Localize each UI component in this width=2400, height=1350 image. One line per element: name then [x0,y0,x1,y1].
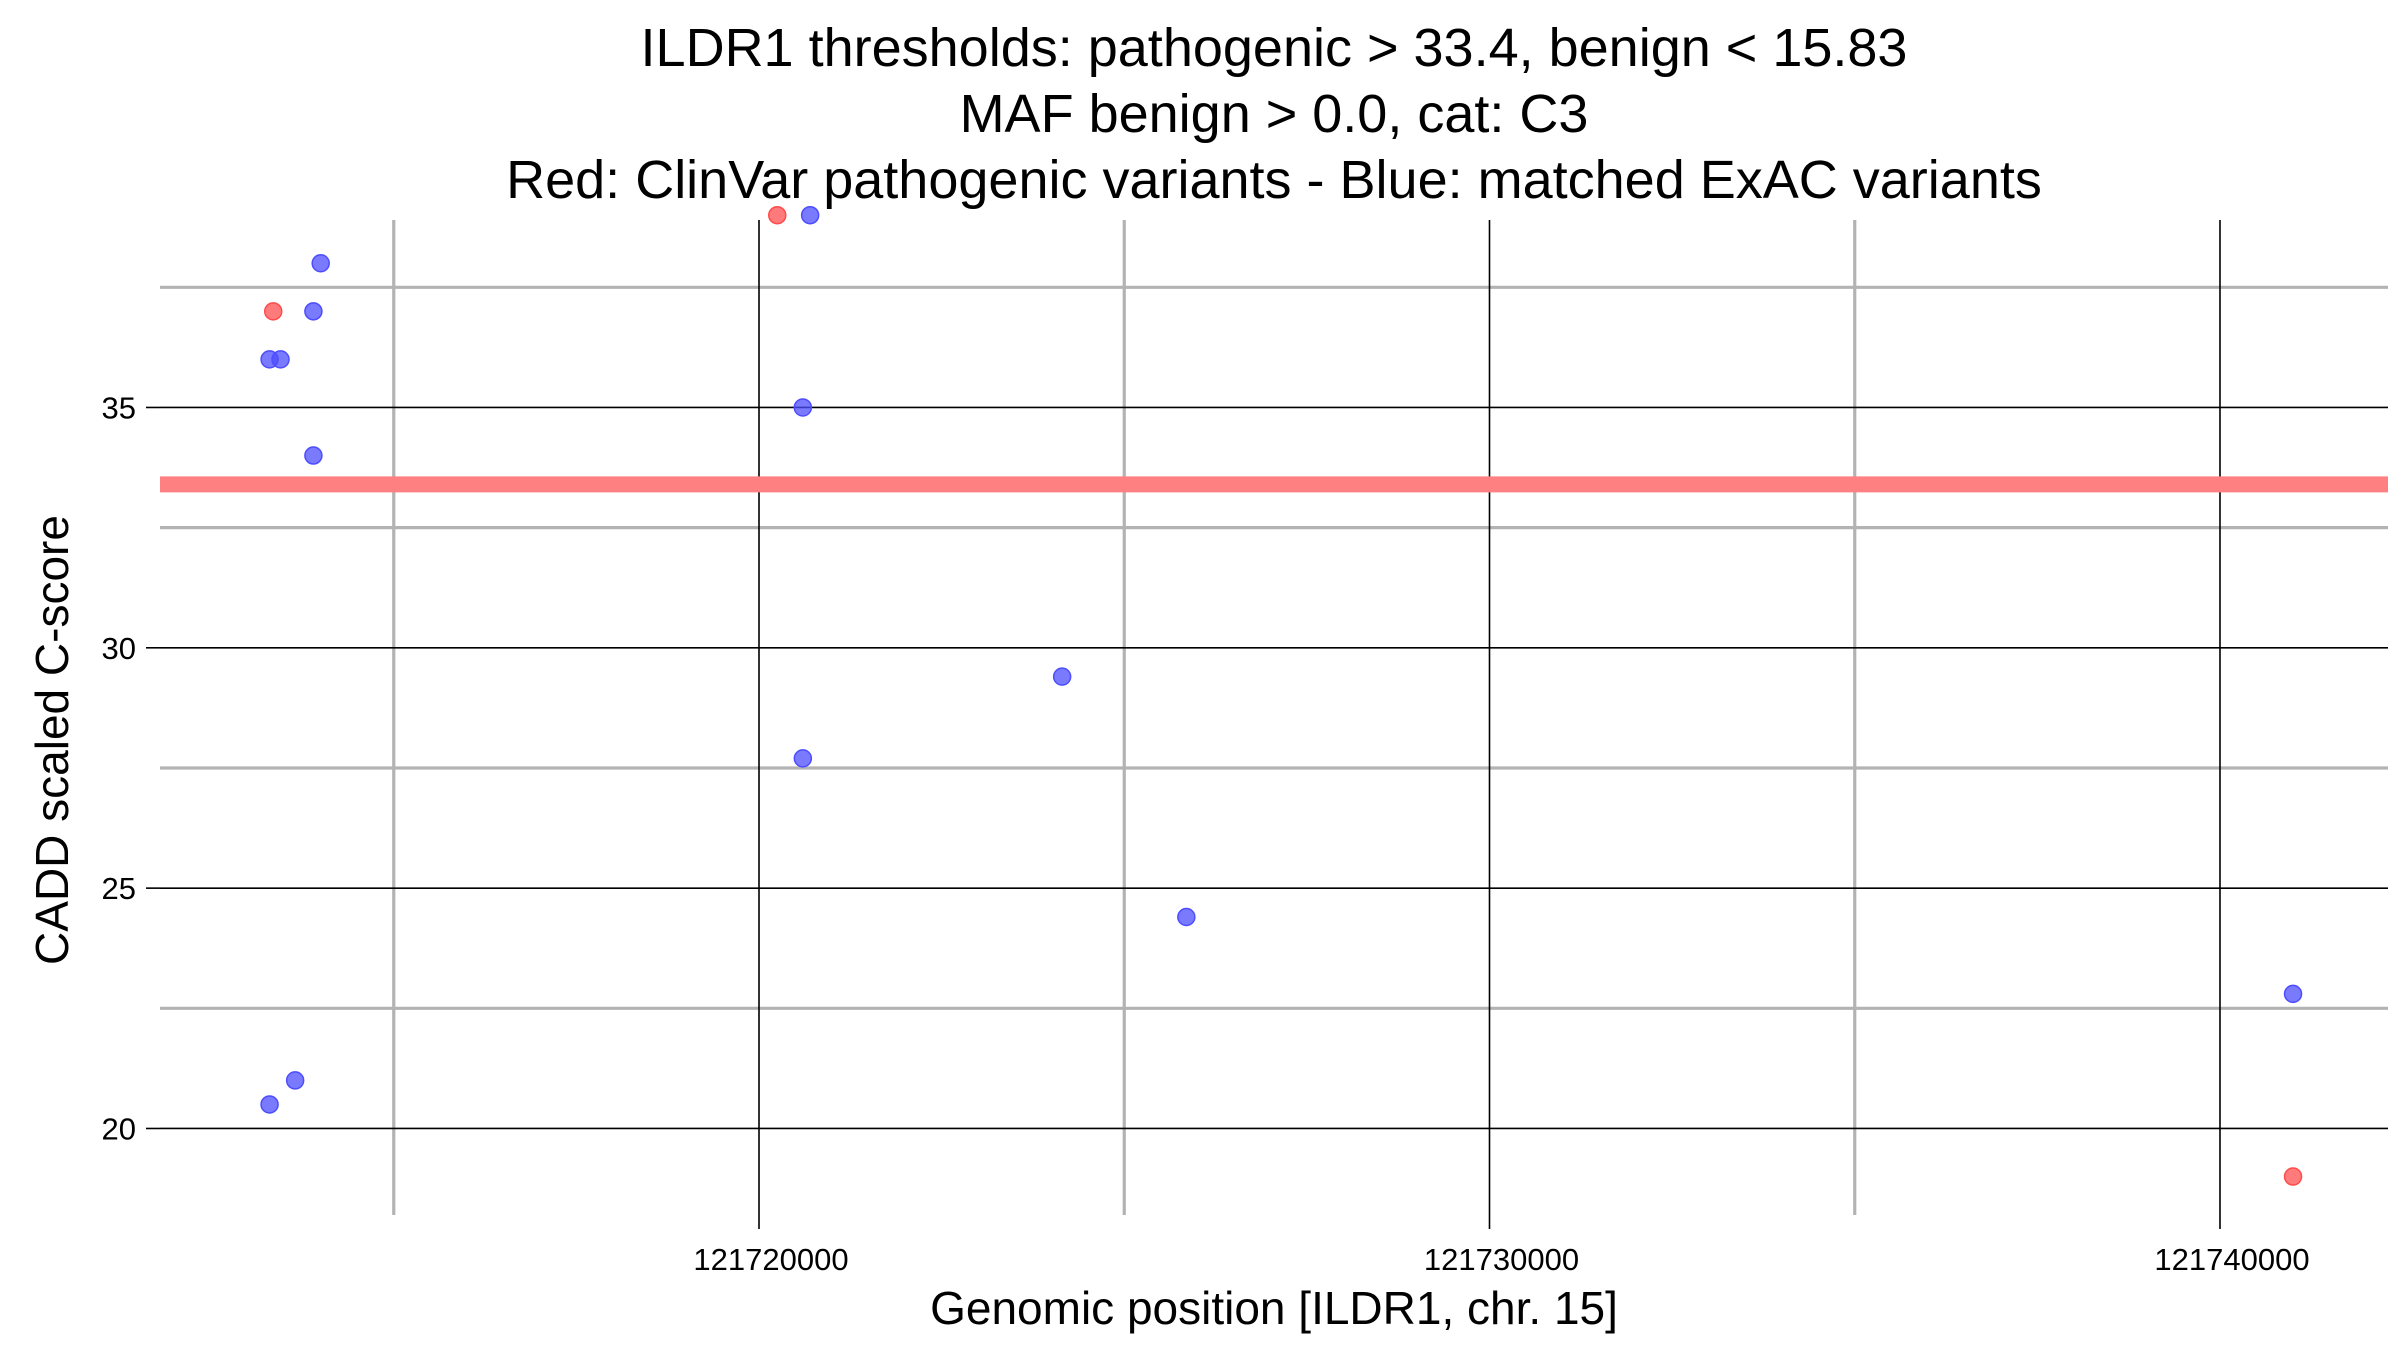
title-line-2: MAF benign > 0.0, cat: C3 [960,84,1589,144]
minor-gridlines [160,220,2388,1215]
exac-point [800,205,820,225]
exac-point [304,302,323,321]
clinvar-point [768,205,787,225]
major-gridlines [160,220,2388,1215]
exac-point [1177,907,1196,927]
exac-point [793,398,813,417]
exac-point [311,254,330,273]
x-tick-label: 121730000 [1424,1242,1579,1277]
exac-point [793,749,813,768]
y-tick-label: 20 [102,1111,136,1146]
exac-point [271,350,290,369]
title-line-3: Red: ClinVar pathogenic variants - Blue:… [506,150,2042,210]
chart-title: ILDR1 thresholds: pathogenic > 33.4, ben… [506,18,2042,210]
y-tick-label: 25 [102,871,136,906]
exac-point [1052,667,1072,686]
y-axis-ticks: 20 25 30 35 [102,390,160,1146]
x-axis-title: Genomic position [ILDR1, chr. 15] [930,1282,1618,1334]
clinvar-point [2283,1167,2303,1186]
exac-point [304,446,323,465]
exac-point [260,1095,279,1114]
x-axis-ticks: 121720000 121730000 121740000 [693,1215,2310,1277]
clinvar-point [263,302,283,321]
title-line-1: ILDR1 thresholds: pathogenic > 33.4, ben… [641,18,1908,78]
y-tick-label: 35 [102,390,136,425]
y-tick-label: 30 [102,631,136,666]
exac-point [2283,984,2303,1004]
x-tick-label: 121740000 [2154,1242,2309,1277]
exac-point [285,1071,305,1090]
points-layer [260,205,2303,1186]
x-tick-label: 121720000 [693,1242,848,1277]
y-axis-title: CADD scaled C-score [26,515,78,965]
